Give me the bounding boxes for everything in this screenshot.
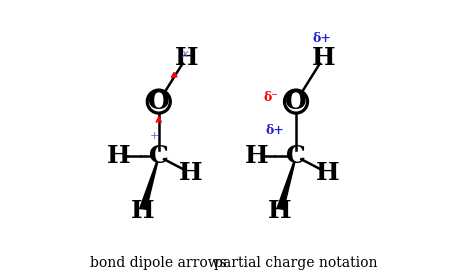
Text: C: C — [149, 144, 169, 169]
Text: x: x — [181, 48, 188, 59]
Text: δ+: δ+ — [265, 124, 284, 137]
Text: O: O — [148, 90, 170, 114]
Text: C: C — [286, 144, 306, 169]
Text: O: O — [285, 90, 307, 114]
Text: H: H — [130, 199, 154, 223]
Text: H: H — [107, 144, 131, 169]
Text: H: H — [311, 46, 335, 70]
Polygon shape — [277, 162, 295, 209]
Text: H: H — [268, 199, 292, 223]
Text: H: H — [179, 161, 202, 185]
Text: H: H — [245, 144, 268, 169]
Text: δ⁻: δ⁻ — [264, 91, 279, 104]
Text: +: + — [149, 131, 159, 141]
Text: H: H — [174, 46, 198, 70]
Text: H: H — [316, 161, 339, 185]
Polygon shape — [140, 162, 158, 209]
Text: partial charge notation: partial charge notation — [214, 256, 378, 270]
Text: δ+: δ+ — [312, 32, 331, 45]
Text: bond dipole arrows: bond dipole arrows — [91, 256, 227, 270]
